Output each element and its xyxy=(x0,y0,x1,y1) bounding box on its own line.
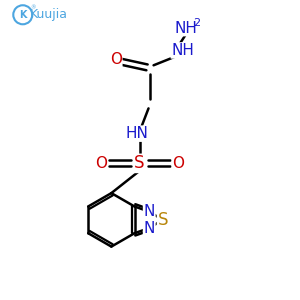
Text: HN: HN xyxy=(125,126,148,141)
Text: 2: 2 xyxy=(194,18,200,28)
Text: S: S xyxy=(134,154,145,172)
Text: K: K xyxy=(19,10,26,20)
Text: O: O xyxy=(172,156,184,171)
Text: O: O xyxy=(110,52,122,67)
Text: N: N xyxy=(144,220,155,236)
Text: NH: NH xyxy=(171,43,194,58)
Text: S: S xyxy=(158,211,168,229)
Text: NH: NH xyxy=(174,21,197,36)
Text: O: O xyxy=(95,156,107,171)
Text: N: N xyxy=(144,204,155,219)
Text: ®: ® xyxy=(30,6,36,11)
Text: Kuujia: Kuujia xyxy=(30,8,68,21)
